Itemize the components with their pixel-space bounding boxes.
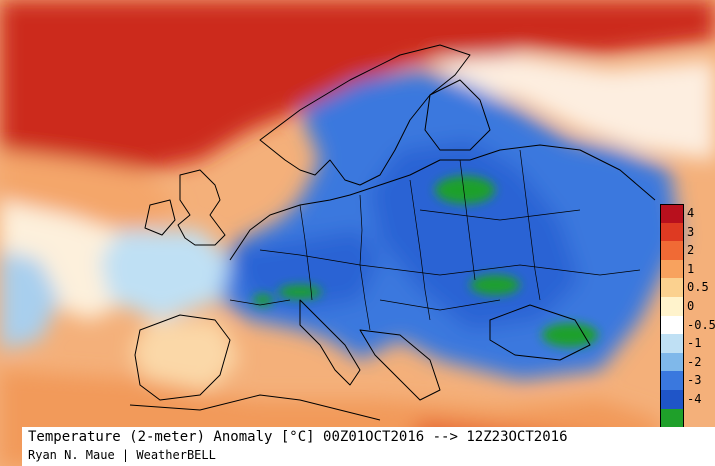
map-title: Temperature (2-meter) Anomaly bbox=[28, 429, 273, 445]
colorbar-legend: 4 3 2 1 0.5 0 -0.5 -1 -2 -3 -4 bbox=[660, 204, 715, 429]
colorbar-label: 1 bbox=[687, 261, 695, 276]
period-start: 00Z01OCT2016 bbox=[323, 429, 425, 445]
map-credit: Ryan N. Maue | WeatherBELL bbox=[28, 448, 216, 462]
colorbar-swatch bbox=[660, 259, 684, 279]
colorbar-swatch bbox=[660, 297, 684, 316]
colorbar-label: -0.5 bbox=[687, 317, 715, 332]
period-end: 12Z23OCT2016 bbox=[466, 429, 568, 445]
colorbar-label: 2 bbox=[687, 243, 695, 258]
colorbar-swatch bbox=[660, 278, 684, 297]
colorbar-label: 4 bbox=[687, 206, 695, 220]
colorbar-swatch bbox=[660, 352, 684, 372]
map-caption: Temperature (2-meter) Anomaly [°C] 00Z01… bbox=[22, 427, 715, 466]
colorbar-label: -3 bbox=[687, 373, 702, 388]
colorbar-swatch bbox=[660, 334, 684, 353]
colorbar-label: -4 bbox=[687, 392, 702, 406]
colorbar-swatch bbox=[660, 204, 684, 224]
country-borders bbox=[229, 149, 641, 331]
colorbar-label: 0.5 bbox=[687, 280, 709, 295]
coastlines bbox=[129, 44, 656, 421]
colorbar-swatch bbox=[660, 222, 684, 242]
colorbar-label: 3 bbox=[687, 224, 695, 239]
colorbar-swatch bbox=[660, 390, 684, 409]
map-units: [°C] bbox=[280, 429, 315, 445]
colorbar-label: 0 bbox=[687, 299, 695, 313]
colorbar-swatch bbox=[660, 241, 684, 260]
colorbar-swatch bbox=[660, 371, 684, 390]
colorbar-label: -2 bbox=[687, 354, 702, 369]
period-arrow: --> bbox=[432, 429, 458, 445]
colorbar-swatch bbox=[660, 315, 684, 335]
colorbar-swatch bbox=[660, 408, 684, 429]
map-title-line: Temperature (2-meter) Anomaly [°C] 00Z01… bbox=[28, 429, 568, 445]
colorbar-label: -1 bbox=[687, 336, 702, 351]
